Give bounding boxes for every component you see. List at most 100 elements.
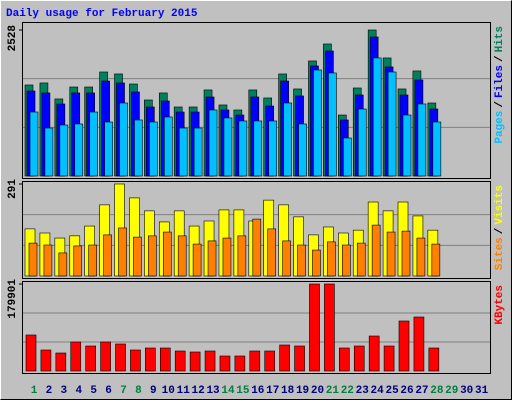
bar	[44, 127, 54, 177]
bar	[149, 121, 158, 177]
x-tick-label: 22	[341, 385, 354, 397]
bar	[74, 123, 84, 177]
bar	[353, 345, 365, 372]
x-tick-label: 8	[135, 385, 142, 397]
bar	[192, 243, 202, 277]
bar	[431, 243, 441, 277]
bar	[130, 349, 141, 372]
bar	[416, 237, 426, 277]
x-tick-label: 15	[236, 385, 250, 397]
bar	[119, 102, 128, 177]
x-tick-label: 20	[311, 385, 324, 397]
bar	[413, 316, 425, 372]
bar	[398, 320, 410, 372]
bar	[253, 120, 263, 177]
legend-separator: /	[494, 55, 506, 62]
x-tick-label: 4	[75, 385, 82, 397]
bar	[357, 108, 367, 177]
x-tick-label: 19	[296, 385, 309, 397]
bar	[115, 343, 126, 372]
legend-entry: KBytes	[494, 285, 506, 325]
chart-title: Daily usage for February 2015	[6, 8, 198, 20]
bar	[219, 355, 231, 372]
legend: KBytes	[494, 285, 506, 325]
legend: Sites / Visits	[494, 185, 506, 270]
legend-separator: /	[494, 101, 506, 108]
bar	[89, 111, 98, 177]
bar	[279, 344, 290, 372]
bar	[313, 69, 322, 177]
x-tick-label: 12	[192, 385, 205, 397]
x-tick-label: 13	[206, 385, 220, 397]
bar	[134, 119, 143, 177]
x-tick-label: 14	[221, 385, 235, 397]
bar	[372, 57, 382, 177]
bar	[267, 228, 277, 277]
x-tick-label: 27	[415, 385, 428, 397]
bar	[328, 72, 337, 177]
bar	[73, 245, 83, 277]
bar	[25, 334, 37, 372]
bar	[103, 234, 112, 277]
bar	[174, 350, 186, 372]
bar	[223, 117, 233, 177]
bar	[417, 103, 427, 177]
bar	[145, 347, 156, 372]
bar	[324, 283, 335, 372]
x-tick-label: 25	[385, 385, 399, 397]
bar	[298, 123, 307, 177]
bar	[432, 121, 442, 177]
bar	[148, 235, 157, 277]
bar	[159, 347, 171, 372]
bar	[104, 121, 113, 177]
bar	[309, 283, 320, 372]
bar	[237, 235, 247, 277]
bar	[283, 102, 292, 177]
legend: Pages / Files / Hits	[494, 26, 506, 144]
legend-entry: Sites	[494, 237, 506, 270]
bar	[40, 349, 52, 372]
x-tick-label: 26	[400, 385, 413, 397]
bar	[208, 109, 218, 177]
bar	[402, 114, 412, 177]
bar	[189, 351, 201, 372]
bar	[59, 124, 69, 177]
bar	[178, 127, 188, 177]
bar	[294, 345, 305, 372]
x-tick-label: 28	[430, 385, 444, 397]
x-tick-label: 1	[31, 385, 38, 397]
bar	[342, 244, 351, 277]
x-tick-label: 11	[177, 385, 191, 397]
x-tick-label: 18	[281, 385, 295, 397]
bar	[249, 350, 261, 372]
bar	[58, 252, 68, 277]
bar	[70, 341, 82, 372]
bar	[297, 244, 306, 277]
bar	[118, 227, 127, 277]
bar	[356, 242, 366, 277]
bar	[222, 237, 232, 277]
bar	[339, 347, 350, 372]
bar	[55, 352, 67, 372]
bar	[368, 335, 380, 372]
bar	[162, 231, 172, 277]
bar	[387, 71, 397, 177]
x-tick-label: 16	[251, 385, 264, 397]
bar	[163, 116, 173, 177]
legend-entry: Hits	[494, 26, 506, 52]
x-tick-label: 29	[445, 385, 458, 397]
x-tick-label: 23	[356, 385, 370, 397]
bar	[133, 236, 142, 277]
x-tick-label: 7	[120, 385, 127, 397]
bar	[88, 244, 97, 277]
x-tick-label: 24	[371, 385, 385, 397]
bar	[85, 345, 96, 372]
x-tick-label: 30	[460, 385, 473, 397]
x-tick-label: 10	[162, 385, 175, 397]
bar	[386, 231, 396, 277]
x-tick-label: 6	[105, 385, 112, 397]
bar	[204, 350, 216, 372]
bar	[29, 111, 39, 177]
legend-entry: Pages	[494, 111, 506, 144]
bar	[207, 240, 217, 277]
